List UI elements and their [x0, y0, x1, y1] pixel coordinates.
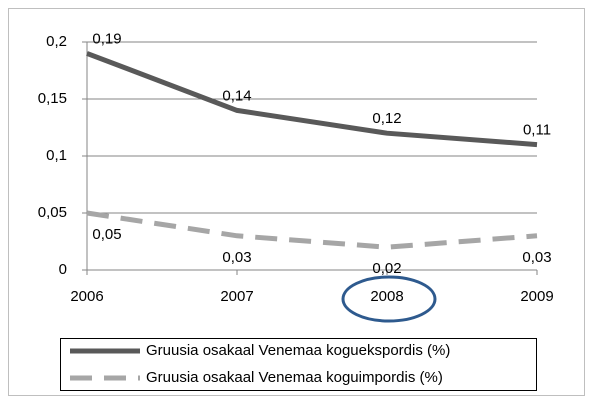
legend-label: Gruusia osakaal Venemaa koguimpordis (%): [146, 369, 443, 386]
data-label: 0,03: [522, 249, 551, 266]
y-tick-label: 0: [59, 261, 67, 278]
data-label: 0,12: [372, 110, 401, 127]
x-tick-label: 2009: [520, 288, 553, 305]
series-line: [86, 51, 538, 148]
x-tick-label: 2008: [370, 288, 403, 305]
y-tick-label: 0,1: [46, 147, 67, 164]
data-label: 0,05: [92, 226, 121, 243]
data-label: 0,19: [92, 30, 121, 47]
y-tick-label: 0,2: [46, 33, 67, 50]
x-tick-label: 2006: [70, 288, 103, 305]
data-label: 0,02: [372, 260, 401, 277]
y-tick-label: 0,15: [38, 90, 67, 107]
highlight-ellipse: [341, 275, 437, 323]
y-tick-label: 0,05: [38, 204, 67, 221]
chart-border: [8, 8, 585, 396]
x-tick-label: 2007: [220, 288, 253, 305]
legend-label: Gruusia osakaal Venemaa koguekspordis (%…: [146, 342, 450, 359]
data-label: 0,03: [222, 249, 251, 266]
data-label: 0,11: [523, 122, 551, 139]
data-label: 0,14: [222, 87, 251, 104]
series-line: [86, 210, 538, 250]
legend-box: [60, 338, 537, 391]
